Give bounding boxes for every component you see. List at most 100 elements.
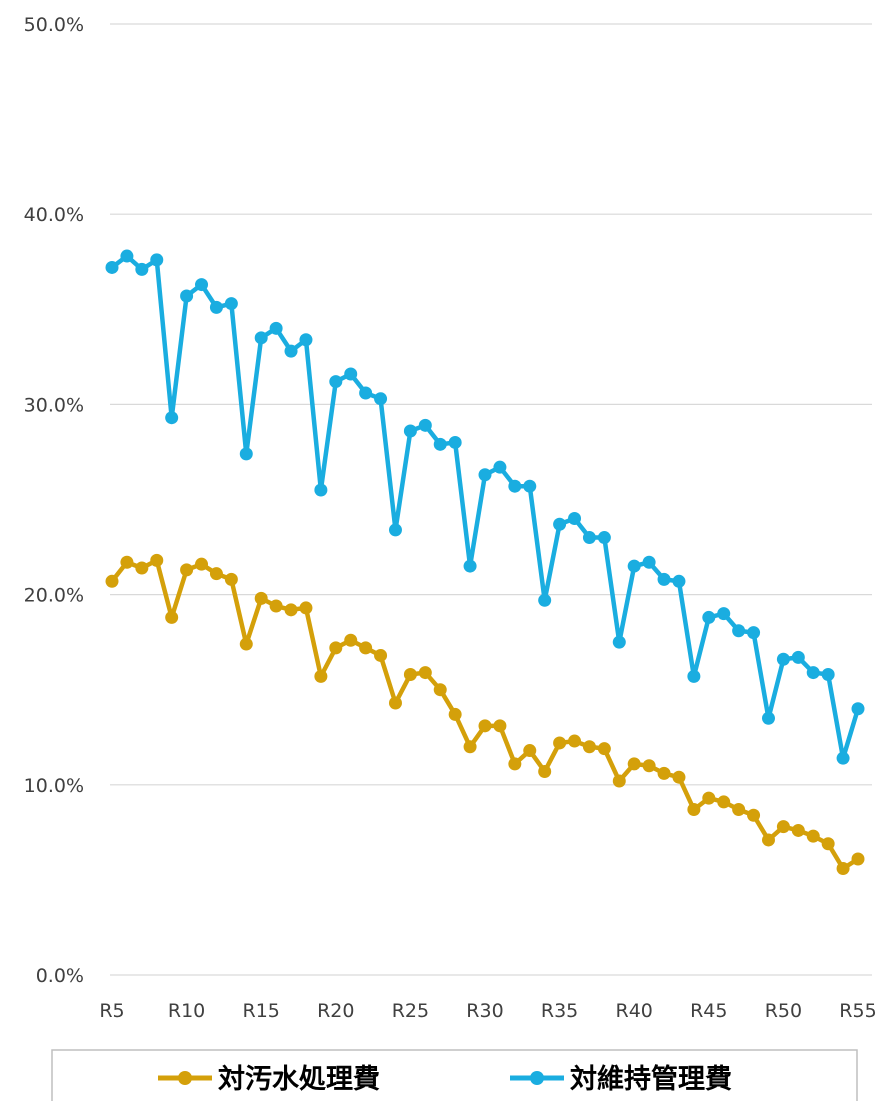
data-point-maintenance-r20 [329,375,343,389]
x-tick-label-r40: R40 [616,1000,653,1022]
data-point-sewage-treatment-r18 [299,601,313,615]
data-point-maintenance-r33 [523,479,537,493]
data-point-sewage-treatment-r31 [493,719,507,733]
data-point-maintenance-r45 [702,610,716,624]
data-point-sewage-treatment-r40 [627,757,641,771]
data-point-maintenance-r6 [120,249,134,263]
data-point-sewage-treatment-r53 [821,837,835,851]
data-point-maintenance-r40 [627,559,641,573]
x-tick-label-r10: R10 [168,1000,205,1022]
x-tick-label-r25: R25 [392,1000,429,1022]
legend-item-maintenance: 対維持管理費 [510,1064,732,1095]
data-point-maintenance-r51 [791,650,805,664]
data-point-maintenance-r10 [180,289,194,303]
legend-marker-maintenance [530,1071,544,1085]
data-point-sewage-treatment-r35 [553,736,567,750]
data-point-maintenance-r43 [672,574,686,588]
data-point-maintenance-r16 [269,321,283,335]
data-point-sewage-treatment-r47 [732,803,746,817]
data-point-maintenance-r31 [493,460,507,474]
data-point-sewage-treatment-r34 [538,764,552,778]
data-point-sewage-treatment-r24 [388,696,402,710]
data-point-sewage-treatment-r32 [508,757,522,771]
data-point-sewage-treatment-r48 [747,808,761,822]
data-point-maintenance-r17 [284,344,298,358]
data-point-sewage-treatment-r54 [836,861,850,875]
data-point-maintenance-r44 [687,669,701,683]
legend: 対汚水処理費 対維持管理費 [51,1049,858,1101]
data-point-sewage-treatment-r38 [597,742,611,756]
data-point-maintenance-r27 [433,437,447,451]
legend-label-sewage-treatment: 対汚水処理費 [218,1063,380,1095]
data-point-maintenance-r13 [224,297,238,311]
data-point-sewage-treatment-r23 [374,648,388,662]
data-point-sewage-treatment-r41 [642,759,656,773]
data-point-sewage-treatment-r28 [448,707,462,721]
data-point-maintenance-r54 [836,751,850,765]
x-tick-label-r35: R35 [541,1000,578,1022]
data-point-maintenance-r7 [135,262,149,276]
data-point-sewage-treatment-r37 [582,740,596,754]
y-tick-label-50-0: 50.0% [24,14,84,36]
data-point-sewage-treatment-r14 [239,637,253,651]
x-tick-label-r45: R45 [690,1000,727,1022]
data-point-maintenance-r55 [851,702,865,716]
data-point-sewage-treatment-r52 [806,829,820,843]
data-point-sewage-treatment-r17 [284,603,298,617]
data-point-maintenance-r25 [403,424,417,438]
gridlines [110,23,872,976]
legend-item-sewage-treatment: 対汚水処理費 [158,1063,380,1095]
data-point-maintenance-r48 [747,626,761,640]
y-tick-label-40-0: 40.0% [24,204,84,226]
data-point-maintenance-r30 [478,468,492,482]
data-point-sewage-treatment-r20 [329,641,343,655]
data-point-sewage-treatment-r5 [105,574,119,588]
data-point-maintenance-r24 [388,523,402,537]
data-point-sewage-treatment-r16 [269,599,283,613]
data-point-maintenance-r37 [582,531,596,545]
legend-label-maintenance: 対維持管理費 [570,1064,732,1095]
data-point-maintenance-r49 [761,711,775,725]
data-point-maintenance-r8 [150,253,164,267]
data-point-maintenance-r34 [538,593,552,607]
data-point-sewage-treatment-r44 [687,803,701,817]
series-layer [105,249,865,875]
data-point-sewage-treatment-r26 [418,666,432,680]
data-point-sewage-treatment-r50 [776,820,790,834]
data-point-maintenance-r53 [821,667,835,681]
data-point-maintenance-r9 [165,411,179,425]
y-tick-label-20-0: 20.0% [24,585,84,607]
data-point-sewage-treatment-r21 [344,633,358,647]
x-tick-label-r30: R30 [466,1000,503,1022]
data-point-sewage-treatment-r8 [150,553,164,567]
data-point-sewage-treatment-r55 [851,852,865,866]
data-point-sewage-treatment-r25 [403,667,417,681]
data-point-sewage-treatment-r19 [314,669,328,683]
data-point-sewage-treatment-r11 [195,557,209,571]
y-tick-label-30-0: 30.0% [24,394,84,416]
x-tick-label-r50: R50 [765,1000,802,1022]
y-tick-label-10-0: 10.0% [24,775,84,797]
data-point-maintenance-r5 [105,260,119,274]
y-tick-label-0-0: 0.0% [36,965,84,987]
series-maintenance [105,249,865,765]
data-point-sewage-treatment-r12 [209,567,223,581]
data-point-sewage-treatment-r45 [702,791,716,805]
x-tick-label-r20: R20 [317,1000,354,1022]
data-point-sewage-treatment-r43 [672,770,686,784]
y-axis-tick-labels: 0.0% 10.0% 20.0% 30.0% 40.0% 50.0% [24,14,84,987]
data-point-sewage-treatment-r27 [433,683,447,697]
data-point-maintenance-r39 [612,635,626,649]
data-point-maintenance-r19 [314,483,328,497]
data-point-sewage-treatment-r42 [657,766,671,780]
data-point-sewage-treatment-r30 [478,719,492,733]
data-point-maintenance-r52 [806,666,820,680]
x-axis-tick-labels: R5 R10 R15 R20 R25 R30 R35 R40 R45 R50 R55 [99,1000,876,1022]
legend-marker-sewage-treatment [178,1071,192,1085]
data-point-maintenance-r14 [239,447,253,461]
data-point-maintenance-r15 [254,331,268,345]
x-tick-label-r55: R55 [839,1000,876,1022]
data-point-sewage-treatment-r13 [224,572,238,586]
data-point-maintenance-r18 [299,333,313,347]
